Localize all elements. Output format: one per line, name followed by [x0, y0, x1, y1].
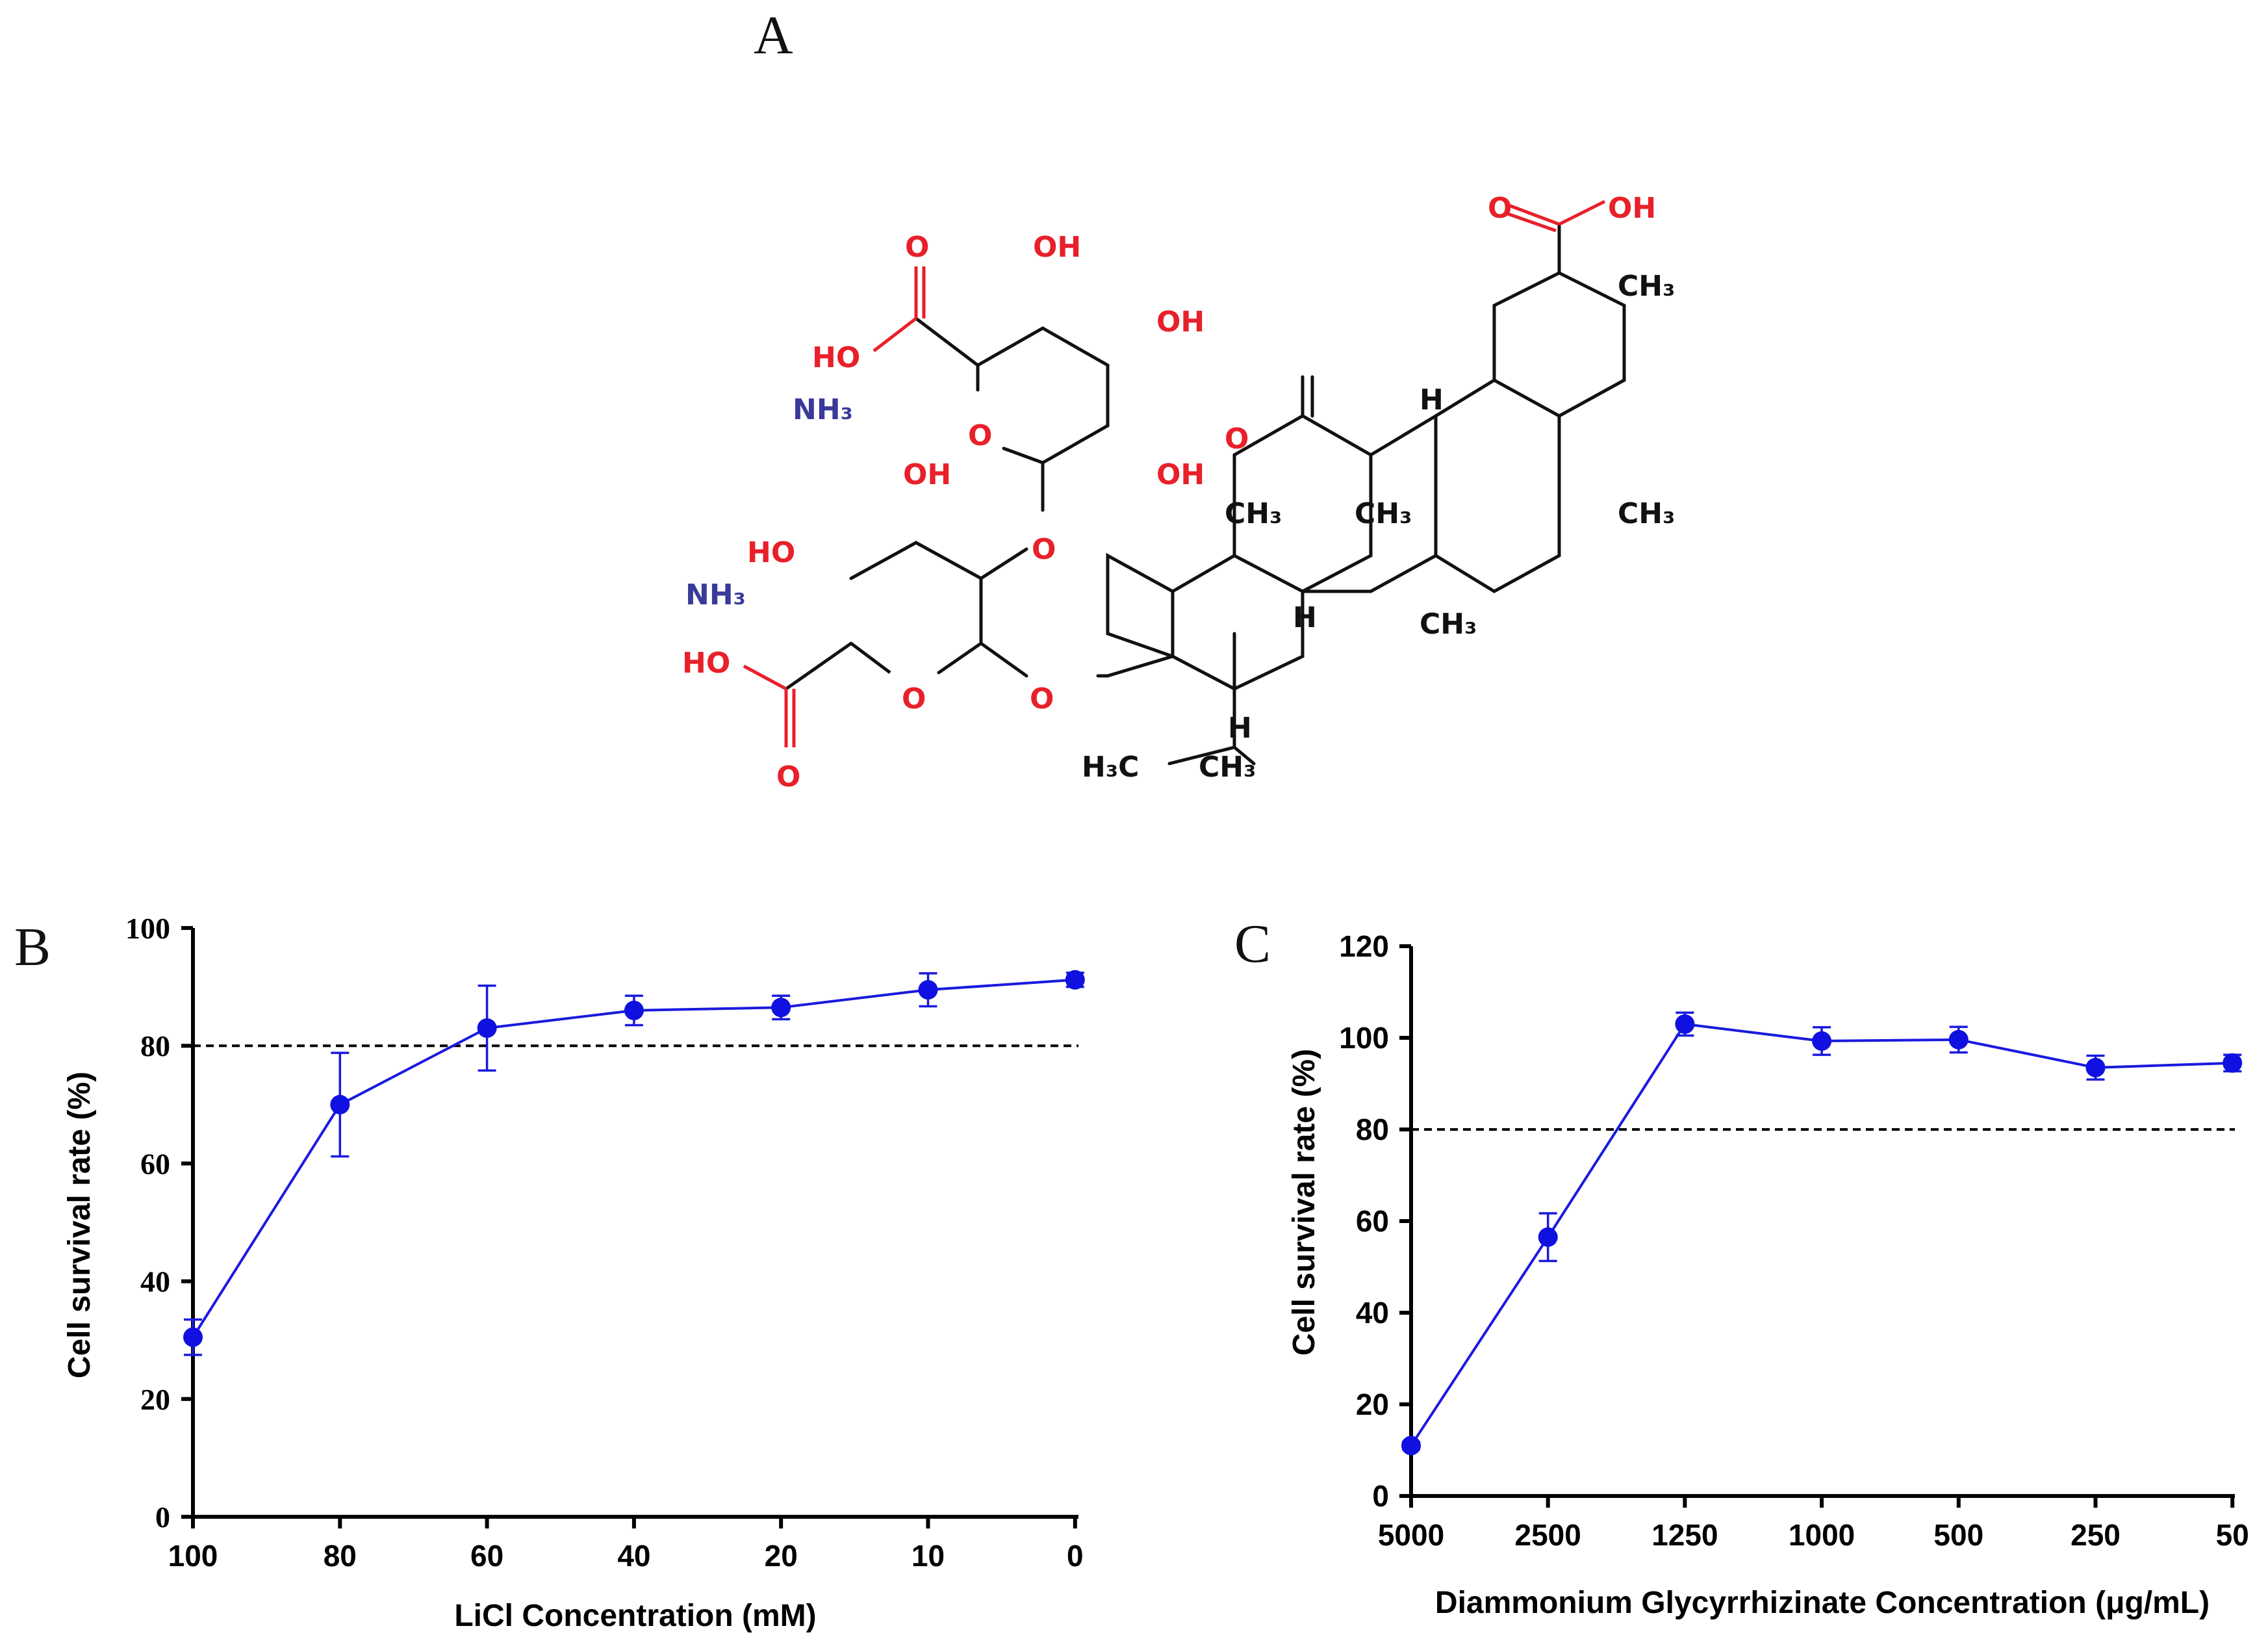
chart-c-ytick-label-5: 100: [1339, 1021, 1389, 1055]
chart-b-ytick-label-3: 60: [140, 1147, 170, 1180]
chart-c-points: [1401, 1014, 2243, 1456]
chart-c-xtick-label-3: 1000: [1789, 1518, 1855, 1552]
chart-b-ytick-label-5: 100: [125, 912, 170, 945]
label-upper-oh-bottom: OH: [1156, 458, 1204, 491]
chart-c-point-2: [1675, 1014, 1695, 1034]
chart-b-x-axis-title: LiCl Concentration (mM): [454, 1599, 816, 1633]
label-ch3-gem: CH₃: [1199, 751, 1256, 784]
chart-c-point-4: [1948, 1029, 1969, 1050]
chart-b-point-1: [330, 1094, 350, 1115]
label-ketone-o: O: [1225, 422, 1249, 456]
label-nh3-lower: NH₃: [685, 578, 746, 612]
label-upper-oh-top: OH: [1033, 231, 1081, 264]
chart-c-series-line: [1410, 1022, 2233, 1447]
chart-c-ytick-label-1: 20: [1356, 1387, 1389, 1421]
label-lower-ho-carboxyl: HO: [682, 647, 730, 680]
chart-b-xtick-label-2: 60: [470, 1539, 503, 1573]
chart-b-ytick-label-0: 0: [155, 1501, 170, 1534]
chart-c-x-axis-title: Diammonium Glycyrrhizinate Concentration…: [1435, 1586, 2210, 1620]
chart-c-xtick-label-0: 5000: [1378, 1518, 1444, 1552]
chart-b-x-ticks: [191, 1517, 1077, 1528]
panel-letter-b: B: [14, 917, 51, 977]
chart-b-point-5: [918, 980, 938, 1000]
chart-b-point-2: [477, 1018, 497, 1038]
label-upper-carbonyl-o: O: [905, 231, 929, 264]
chart-b-xtick-label-5: 10: [911, 1539, 945, 1573]
chart-c: 0 20 40 60 80 100 120 5000 2500 1250 100…: [1287, 929, 2249, 1620]
chart-c-xtick-label-2: 1250: [1651, 1518, 1718, 1552]
chart-c-ytick-label-0: 0: [1372, 1479, 1389, 1513]
chart-c-ytick-label-3: 60: [1356, 1204, 1389, 1238]
chart-b-x-tick-labels: 100 80 60 40 20 10 0: [168, 1539, 1084, 1573]
chart-b-point-0: [183, 1327, 203, 1347]
chart-c-error-bars: [1402, 1011, 2242, 1450]
label-h-a-ring: H: [1228, 712, 1252, 745]
label-acid-o: O: [1488, 192, 1512, 225]
chart-b-ytick-label-2: 40: [140, 1265, 170, 1298]
chart-b: 0 20 40 60 80 100 100 80 60 40 20 10 0: [62, 912, 1085, 1633]
label-ether-o-lower: O: [1030, 682, 1054, 715]
chart-c-x-tick-labels: 5000 2500 1250 1000 500 250 50: [1378, 1518, 2249, 1552]
chart-b-ytick-label-4: 80: [140, 1029, 170, 1063]
chart-c-point-3: [1812, 1031, 1832, 1051]
chart-b-y-axis-title: Cell survival rate (%): [62, 1072, 97, 1378]
label-upper-ring-o: O: [968, 419, 992, 452]
label-upper-oh-right: OH: [1156, 305, 1204, 339]
label-ch3-right: CH₃: [1618, 497, 1675, 530]
label-ch3-c-ring-1: CH₃: [1225, 497, 1282, 530]
chart-c-xtick-label-1: 2500: [1515, 1518, 1581, 1552]
chart-b-ytick-label-1: 20: [140, 1383, 170, 1416]
chart-c-y-axis-title: Cell survival rate (%): [1287, 1049, 1321, 1356]
chart-b-point-6: [1065, 970, 1085, 990]
chart-b-xtick-label-3: 40: [617, 1539, 650, 1573]
chart-b-series-line: [192, 978, 1075, 1338]
label-upper-ho: HO: [812, 341, 860, 374]
chart-c-y-ticks: [1399, 944, 1411, 1498]
label-lower-ring-o: O: [902, 682, 926, 715]
chart-c-point-1: [1538, 1227, 1558, 1247]
label-ch3-c-ring-2: CH₃: [1355, 497, 1412, 530]
chart-b-point-4: [771, 998, 791, 1018]
label-ether-o-upper: O: [1032, 533, 1056, 566]
chart-b-xtick-label-4: 20: [765, 1539, 798, 1573]
label-acid-oh: OH: [1608, 192, 1656, 225]
chart-c-ytick-label-4: 80: [1356, 1113, 1389, 1146]
chart-b-y-tick-labels: 0 20 40 60 80 100: [125, 912, 170, 1534]
chart-c-point-0: [1401, 1436, 1421, 1456]
label-lower-ho: HO: [747, 536, 795, 569]
chart-b-xtick-label-0: 100: [168, 1539, 218, 1573]
label-lower-oh-top: OH: [903, 458, 951, 491]
chemical-structure: [743, 200, 1626, 766]
label-ch3-d-ring: CH₃: [1420, 608, 1477, 641]
chart-c-ytick-label-2: 40: [1356, 1296, 1389, 1330]
panel-letter-c: C: [1234, 914, 1271, 974]
chart-b-error-bars: [184, 972, 1084, 1356]
label-nh3-upper: NH₃: [793, 393, 853, 426]
chart-b-y-ticks: [181, 926, 193, 1519]
chart-b-points: [183, 970, 1085, 1347]
label-h-e-ring: H: [1420, 383, 1444, 417]
chart-c-x-ticks: [1409, 1496, 2235, 1508]
chart-c-y-tick-labels: 0 20 40 60 80 100 120: [1339, 929, 1389, 1513]
chart-b-xtick-label-1: 80: [324, 1539, 357, 1573]
chart-c-point-5: [2085, 1057, 2106, 1077]
label-ch3-top-right: CH₃: [1618, 270, 1675, 303]
label-h3c-gem: H₃C: [1082, 751, 1139, 784]
label-lower-carbonyl-o: O: [776, 760, 800, 793]
chart-c-ytick-label-6: 120: [1339, 929, 1389, 963]
label-h-c-ring: H: [1293, 601, 1317, 634]
chart-c-xtick-label-6: 50: [2216, 1518, 2249, 1552]
chart-c-xtick-label-5: 250: [2071, 1518, 2121, 1552]
structure-labels: O OH OH HO NH₃ O OH OH O HO NH₃ HO O O O…: [682, 192, 1675, 793]
chart-c-point-6: [2223, 1053, 2243, 1073]
panel-letter-a: A: [754, 5, 793, 66]
chart-c-xtick-label-4: 500: [1933, 1518, 1983, 1552]
chart-b-xtick-label-6: 0: [1067, 1539, 1084, 1573]
chart-b-point-3: [624, 1000, 644, 1020]
